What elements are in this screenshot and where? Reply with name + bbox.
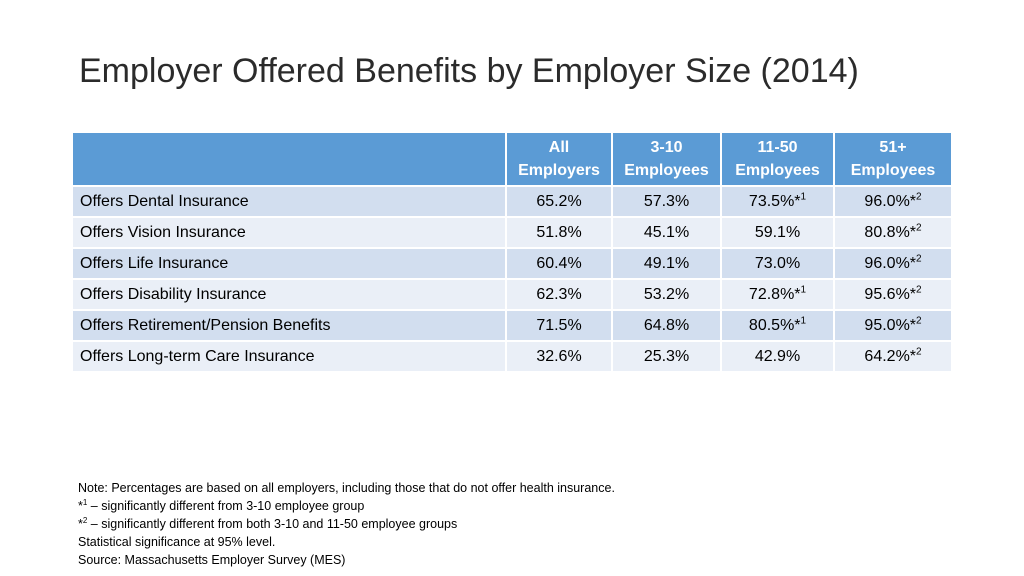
table-cell: 42.9% — [720, 340, 835, 373]
cell-value: 49.1% — [643, 254, 690, 272]
table-cell: 65.2% — [505, 185, 613, 218]
header-3-10-employees: 3-10 Employees — [611, 131, 722, 187]
table-row: Offers Long-term Care Insurance 32.6% 25… — [71, 340, 953, 373]
cell-value: 80.8%* — [864, 223, 917, 241]
row-label: Offers Disability Insurance — [71, 278, 507, 311]
table-row: Offers Disability Insurance 62.3% 53.2% … — [71, 278, 953, 311]
cell-mark: 2 — [916, 191, 922, 203]
header-line: 51+ — [879, 139, 907, 156]
cell-value: 71.5% — [536, 316, 582, 334]
table-header-row: All Employers 3-10 Employees 11-50 Emplo… — [71, 131, 953, 187]
note-line: Note: Percentages are based on all emplo… — [78, 481, 615, 495]
note-prefix: * — [78, 499, 83, 513]
table-cell: 51.8% — [505, 216, 613, 249]
table-row: Offers Retirement/Pension Benefits 71.5%… — [71, 309, 953, 342]
table-cell: 53.2% — [611, 278, 722, 311]
cell-value: 62.3% — [536, 285, 582, 303]
table-cell: 80.8%*2 — [833, 216, 953, 249]
header-line: 11-50 — [757, 139, 798, 156]
header-all-employers: All Employers — [505, 131, 613, 187]
table-cell: 95.0%*2 — [833, 309, 953, 342]
cell-value: 59.1% — [754, 223, 801, 241]
cell-value: 96.0%* — [864, 192, 917, 210]
header-line: Employees — [624, 162, 709, 179]
table-cell: 64.2%*2 — [833, 340, 953, 373]
cell-value: 51.8% — [536, 223, 582, 241]
table-cell: 60.4% — [505, 247, 613, 280]
header-line: Employers — [518, 162, 600, 179]
row-label: Offers Retirement/Pension Benefits — [71, 309, 507, 342]
table-row: Offers Vision Insurance 51.8% 45.1% 59.1… — [71, 216, 953, 249]
note-line: *1 – significantly different from 3-10 e… — [78, 497, 615, 515]
cell-value: 64.8% — [643, 316, 690, 334]
cell-value: 72.8%* — [748, 285, 801, 303]
cell-mark: 2 — [916, 222, 922, 234]
cell-value: 80.5%* — [748, 316, 801, 334]
cell-value: 60.4% — [536, 254, 582, 272]
header-line: Employees — [850, 162, 936, 179]
header-line: All — [548, 139, 570, 156]
cell-value: 45.1% — [643, 223, 690, 241]
note-text: – significantly different from 3-10 empl… — [87, 499, 365, 513]
header-11-50-employees: 11-50 Employees — [720, 131, 835, 187]
cell-value: 42.9% — [754, 347, 801, 365]
cell-value: 73.5%* — [748, 192, 801, 210]
cell-mark: 2 — [916, 253, 922, 265]
cell-mark: 1 — [800, 315, 807, 327]
source-line: Source: Massachusetts Employer Survey (M… — [78, 553, 346, 567]
table-cell: 71.5% — [505, 309, 613, 342]
cell-value: 57.3% — [643, 192, 690, 210]
table-cell: 72.8%*1 — [720, 278, 835, 311]
note-mark: 1 — [82, 497, 88, 507]
table-cell: 96.0%*2 — [833, 185, 953, 218]
table-cell: 73.0% — [720, 247, 835, 280]
cell-value: 32.6% — [536, 347, 582, 365]
slide-title: Employer Offered Benefits by Employer Si… — [79, 52, 859, 90]
table-cell: 59.1% — [720, 216, 835, 249]
header-corner-cell — [71, 131, 507, 187]
table-cell: 95.6%*2 — [833, 278, 953, 311]
benefits-table: All Employers 3-10 Employees 11-50 Emplo… — [71, 131, 953, 373]
cell-value: 95.6%* — [864, 285, 917, 303]
table-row: Offers Dental Insurance 65.2% 57.3% 73.5… — [71, 185, 953, 218]
row-label: Offers Life Insurance — [71, 247, 507, 280]
table-cell: 80.5%*1 — [720, 309, 835, 342]
cell-mark: 1 — [800, 191, 807, 203]
header-line: 3-10 — [650, 139, 683, 156]
cell-mark: 2 — [916, 346, 922, 358]
header-51-plus-employees: 51+ Employees — [833, 131, 953, 187]
note-text: – significantly different from both 3-10… — [87, 517, 458, 531]
cell-value: 25.3% — [643, 347, 690, 365]
table-row: Offers Life Insurance 60.4% 49.1% 73.0% … — [71, 247, 953, 280]
note-line: Statistical significance at 95% level. — [78, 535, 276, 549]
row-label: Offers Dental Insurance — [71, 185, 507, 218]
cell-mark: 2 — [916, 284, 922, 296]
cell-value: 53.2% — [643, 285, 690, 303]
note-mark: 2 — [82, 515, 88, 525]
table-cell: 45.1% — [611, 216, 722, 249]
table-cell: 32.6% — [505, 340, 613, 373]
cell-mark: 2 — [916, 315, 922, 327]
cell-mark: 1 — [800, 284, 807, 296]
row-label: Offers Vision Insurance — [71, 216, 507, 249]
table-cell: 62.3% — [505, 278, 613, 311]
note-line: *2 – significantly different from both 3… — [78, 515, 615, 533]
header-line: Employees — [735, 162, 820, 179]
footnotes: Note: Percentages are based on all emplo… — [78, 479, 615, 569]
cell-value: 96.0%* — [864, 254, 917, 272]
cell-value: 73.0% — [754, 254, 801, 272]
table-cell: 25.3% — [611, 340, 722, 373]
cell-value: 64.2%* — [864, 347, 917, 365]
cell-value: 65.2% — [536, 192, 582, 210]
table-cell: 49.1% — [611, 247, 722, 280]
table-cell: 57.3% — [611, 185, 722, 218]
table-cell: 73.5%*1 — [720, 185, 835, 218]
table-cell: 96.0%*2 — [833, 247, 953, 280]
row-label: Offers Long-term Care Insurance — [71, 340, 507, 373]
note-prefix: * — [78, 517, 83, 531]
table-cell: 64.8% — [611, 309, 722, 342]
cell-value: 95.0%* — [864, 316, 917, 334]
